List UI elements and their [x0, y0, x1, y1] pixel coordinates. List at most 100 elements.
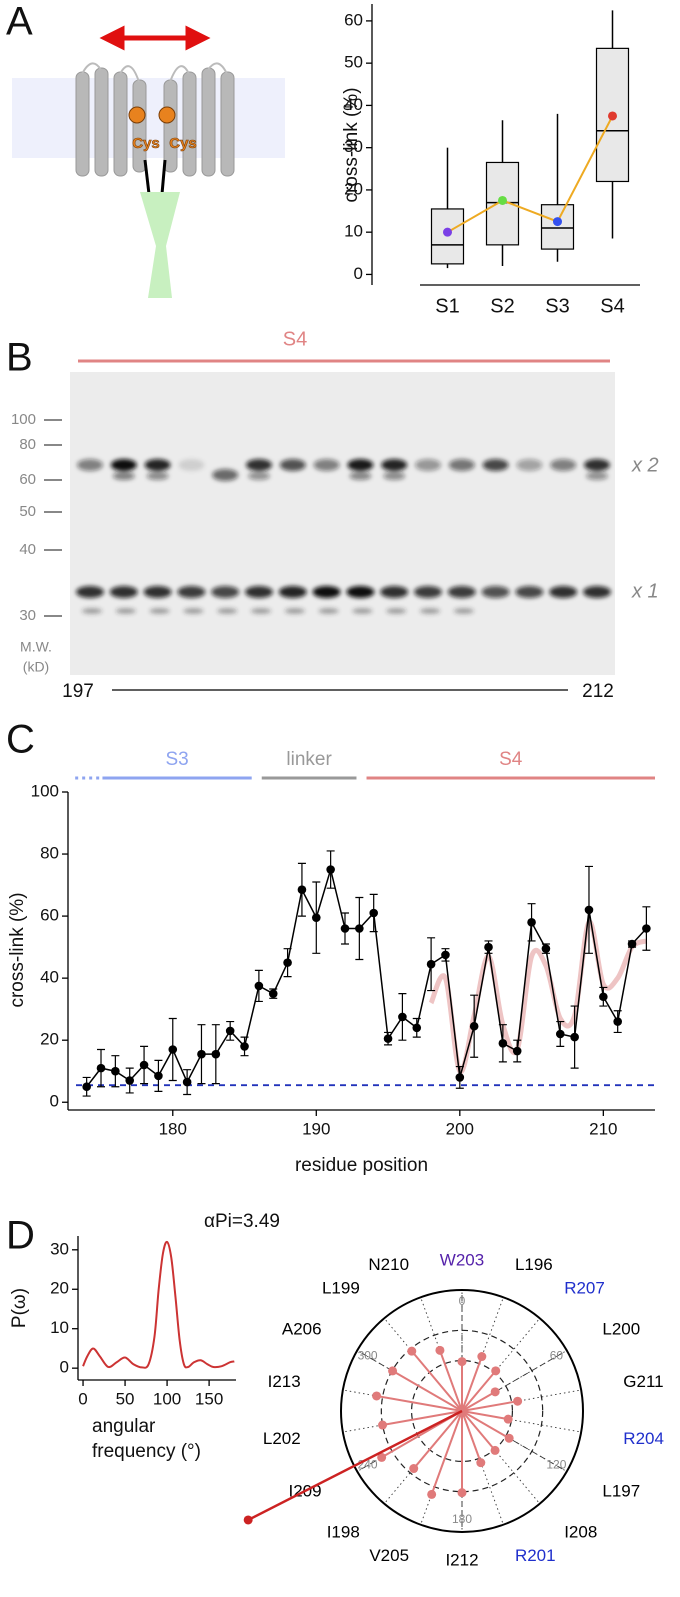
cys-label: Cys: [132, 135, 160, 152]
residue-stick: [430, 1410, 463, 1495]
residue-label: R201: [515, 1546, 556, 1565]
residue-stick: [461, 1410, 482, 1463]
point: [570, 1032, 579, 1042]
residue-stick: [461, 1390, 496, 1412]
gel-band: [115, 608, 136, 614]
point: [555, 1029, 565, 1039]
x-axis-label: angular: [92, 1416, 156, 1437]
residue-dot: [427, 1489, 437, 1499]
mw-label: 80: [19, 436, 36, 453]
gel-band: [313, 459, 340, 471]
y-tick-label: 0: [354, 264, 363, 283]
panel-label: C: [6, 718, 35, 762]
gel-band: [82, 608, 102, 614]
point: [268, 989, 278, 998]
y-tick-label: 40: [40, 968, 59, 987]
y-tick-label: 100: [31, 781, 59, 800]
residue-label: L200: [602, 1319, 640, 1338]
mw-label: 60: [19, 471, 36, 488]
gel-band: [318, 608, 339, 614]
angle-label: 120: [546, 1458, 566, 1472]
point: [369, 908, 378, 918]
point: [383, 1034, 393, 1043]
band-label: x 2: [631, 454, 659, 476]
gel-band: [312, 586, 341, 598]
gel-band: [415, 459, 441, 471]
point: [311, 913, 321, 922]
gel-band: [144, 459, 171, 471]
gel-band: [386, 608, 407, 614]
residue-dot: [457, 1357, 467, 1367]
point: [455, 1073, 465, 1082]
point: [125, 1076, 135, 1085]
point: [613, 1017, 622, 1026]
angle-label: 180: [452, 1512, 472, 1526]
y-tick-label: 60: [40, 906, 59, 925]
x-tick-label: S3: [545, 295, 569, 317]
x-tick-label: 150: [195, 1389, 223, 1408]
gel-band: [110, 459, 137, 471]
gel-title: S4: [283, 328, 307, 350]
residue-dot: [513, 1396, 523, 1406]
gel-band: [183, 608, 204, 614]
point: [82, 1082, 91, 1092]
y-tick-label: 30: [50, 1239, 69, 1258]
gel-band: [76, 586, 104, 598]
panel-label: B: [6, 336, 33, 380]
point: [211, 1049, 221, 1059]
y-axis-label: cross-link (%): [341, 87, 362, 202]
x-axis-label: frequency (°): [92, 1441, 201, 1462]
gel-band: [149, 608, 170, 614]
point: [182, 1077, 192, 1087]
point: [599, 992, 608, 1002]
residue-dot: [372, 1391, 382, 1401]
residue-dot: [477, 1352, 487, 1362]
point: [111, 1066, 120, 1076]
residue-label: R207: [564, 1279, 605, 1298]
mean-line: [447, 115, 614, 234]
gel-band: [146, 472, 169, 480]
membrane: [12, 78, 285, 158]
region-label: S3: [165, 749, 188, 770]
mw-label: 100: [11, 411, 36, 428]
gel-band: [278, 586, 307, 598]
region-label: linker: [286, 749, 332, 770]
mw-label: 50: [19, 503, 36, 520]
point: [512, 1046, 522, 1056]
gel-band: [515, 586, 544, 598]
point: [584, 905, 594, 915]
residue-stick: [461, 1356, 483, 1412]
mean-dot: [608, 111, 617, 121]
point: [527, 918, 536, 927]
point: [642, 924, 651, 933]
gel-band: [347, 459, 374, 471]
residue-stick: [461, 1410, 496, 1452]
residue-label: L197: [602, 1482, 640, 1501]
residue-label: A206: [282, 1319, 322, 1338]
y-tick-label: 60: [344, 10, 363, 29]
residue-dot: [435, 1345, 445, 1355]
schematic: Cys Cys: [12, 25, 285, 298]
x-tick-label: 180: [159, 1119, 187, 1138]
point: [484, 942, 493, 952]
y-tick-label: 20: [50, 1279, 69, 1298]
y-tick-label: 30: [344, 137, 363, 156]
gel-band: [447, 586, 476, 598]
point: [355, 924, 364, 933]
residue-dot: [476, 1458, 486, 1468]
y-tick-label: 20: [344, 179, 363, 198]
y-axis-label: cross-link (%): [7, 892, 28, 1007]
point: [283, 958, 292, 967]
gel-band: [349, 472, 372, 480]
point: [225, 1026, 235, 1036]
region-label: S4: [499, 749, 523, 770]
y-axis-label: P(ω): [9, 1288, 30, 1328]
point: [297, 885, 307, 895]
point: [168, 1045, 178, 1054]
residue-dot: [457, 1488, 467, 1498]
point: [96, 1063, 106, 1073]
residue-dot: [388, 1366, 398, 1376]
y-tick-label: 0: [50, 1092, 59, 1111]
residue-stick: [392, 1370, 463, 1412]
